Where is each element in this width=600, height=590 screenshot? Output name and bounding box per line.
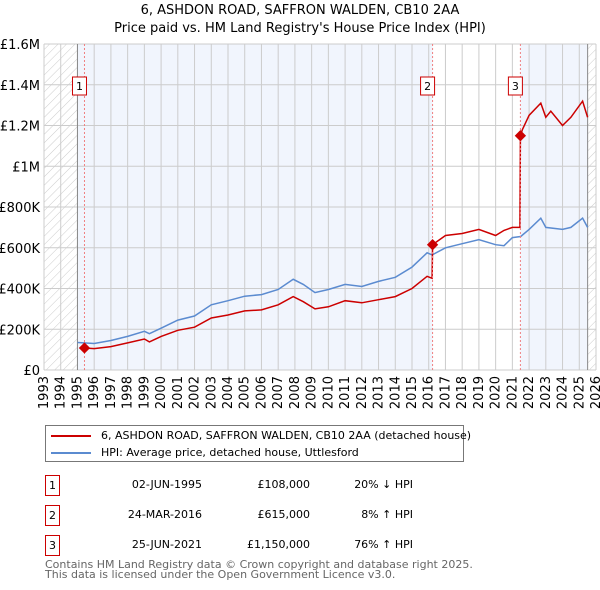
y-tick-label: £1M (12, 160, 40, 175)
sale-marker-label: 1 (45, 475, 60, 496)
x-tick-label: 1994 (54, 376, 69, 409)
sale-marker-label: 2 (45, 505, 60, 526)
sale-marker-number: 2 (424, 80, 431, 93)
x-tick-label: 1996 (87, 376, 102, 409)
x-tick-label: 1995 (70, 376, 85, 409)
sale-marker-box (420, 76, 436, 96)
x-tick-label: 2023 (539, 376, 554, 409)
chart-title: 6, ASHDON ROAD, SAFFRON WALDEN, CB10 2AA (141, 3, 460, 18)
footer: Contains HM Land Registry data © Crown c… (45, 558, 473, 581)
x-tick-label: 2009 (305, 376, 320, 409)
x-tick-label: 2008 (288, 376, 303, 409)
x-tick-label: 2001 (171, 376, 186, 409)
sale-marker-box (507, 76, 523, 96)
y-tick-label: £400K (0, 283, 40, 298)
x-tick-label: 2011 (338, 376, 353, 409)
hpi-line (77, 216, 589, 345)
x-tick-label: 2022 (522, 376, 537, 409)
x-tick-label: 2014 (388, 376, 403, 409)
x-tick-label: 2004 (221, 376, 236, 409)
y-tick-label: £800K (0, 201, 40, 216)
x-tick-label: 1998 (121, 376, 136, 409)
sale-date: 24-MAR-2016 (127, 508, 202, 521)
x-tick-label: 2016 (422, 376, 437, 409)
x-tick-label: 2025 (572, 376, 587, 409)
x-tick-label: 2021 (505, 376, 520, 409)
sale-date: 02-JUN-1995 (131, 478, 202, 491)
sale-point (514, 130, 527, 142)
sale-marker-number: 1 (76, 80, 83, 93)
y-tick-label: £0 (23, 364, 40, 379)
x-tick-label: 2007 (271, 376, 286, 409)
x-tick-label: 2019 (472, 376, 487, 409)
sale-price: £615,000 (257, 508, 311, 521)
x-tick-label: 1997 (104, 376, 119, 409)
sale-hpi-diff: 8% ↑ HPI (361, 508, 413, 521)
sale-marker-label: 3 (45, 535, 60, 556)
x-tick-label: 2002 (188, 376, 203, 409)
chart-svg: 6, ASHDON ROAD, SAFFRON WALDEN, CB10 2AA… (0, 3, 600, 409)
x-tick-label: 2012 (355, 376, 370, 409)
sale-date: 25-JUN-2021 (131, 538, 202, 551)
legend: 6, ASHDON ROAD, SAFFRON WALDEN, CB10 2AA… (45, 425, 471, 462)
sale-marker-box (71, 76, 87, 96)
sale-hpi-diff: 76% ↑ HPI (354, 538, 413, 551)
x-tick-label: 2006 (254, 376, 269, 409)
sale-price: £108,000 (257, 478, 311, 491)
legend-label: HPI: Average price, detached house, Uttl… (101, 446, 359, 459)
x-tick-label: 2015 (405, 376, 420, 409)
legend-swatch-blue (51, 452, 91, 454)
y-tick-label: £1.6M (0, 38, 40, 53)
footer-line: This data is licensed under the Open Gov… (45, 568, 396, 581)
x-tick-label: 2017 (438, 376, 453, 409)
sale-point (426, 239, 439, 251)
y-tick-label: £1.2M (0, 120, 40, 135)
x-tick-label: 1999 (137, 376, 152, 409)
sale-hpi-diff: 20% ↓ HPI (354, 478, 413, 491)
x-tick-label: 2024 (556, 376, 571, 409)
x-tick-label: 2018 (455, 376, 470, 409)
x-tick-label: 1993 (37, 376, 52, 409)
x-tick-label: 2005 (238, 376, 253, 409)
x-tick-label: 2010 (321, 376, 336, 409)
y-tick-label: £1.4M (0, 79, 40, 94)
x-tick-label: 2020 (489, 376, 504, 409)
x-tick-label: 2000 (154, 376, 169, 409)
legend-label: 6, ASHDON ROAD, SAFFRON WALDEN, CB10 2AA… (101, 429, 472, 442)
x-tick-label: 2013 (372, 376, 387, 409)
y-tick-label: £200K (0, 323, 40, 338)
price-paid-line (84, 99, 589, 350)
y-tick-label: £600K (0, 242, 40, 257)
legend-swatch-red (51, 435, 91, 437)
footer-line: Contains HM Land Registry data © Crown c… (45, 558, 473, 571)
sale-marker-number: 3 (512, 80, 519, 93)
x-tick-label: 2026 (589, 376, 600, 409)
chart-subtitle: Price paid vs. HM Land Registry's House … (114, 21, 486, 36)
sale-price: £1,150,000 (247, 538, 310, 551)
x-tick-label: 2003 (204, 376, 219, 409)
